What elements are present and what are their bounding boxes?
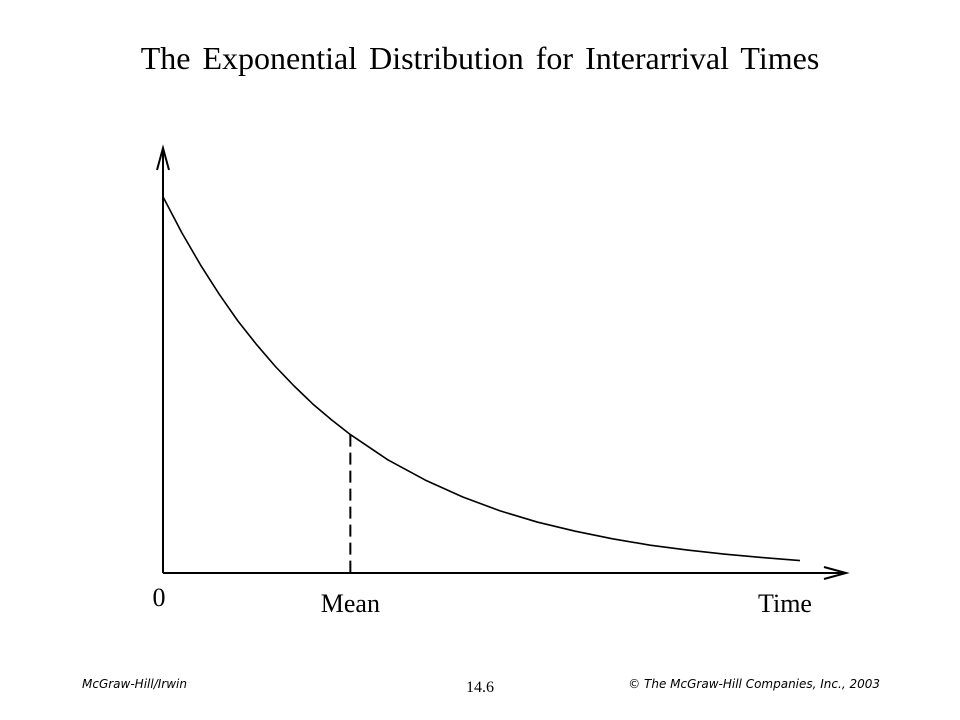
axes xyxy=(156,144,850,580)
slide-number: 14.6 xyxy=(466,679,494,696)
exponential-curve xyxy=(162,184,801,562)
chart-marks xyxy=(162,184,801,573)
slide-title: The Exponential Distribution for Interar… xyxy=(140,40,820,76)
mean-tick-label: Mean xyxy=(321,589,380,618)
x-axis-arrowhead xyxy=(823,566,850,580)
x-axis-label: Time xyxy=(758,589,812,618)
footer-publisher: McGraw-Hill/Irwin xyxy=(82,677,187,691)
origin-tick-label: 0 xyxy=(153,583,166,612)
footer-copyright: © The McGraw-Hill Companies, Inc., 2003 xyxy=(628,677,880,691)
y-axis-arrowhead xyxy=(156,144,170,171)
